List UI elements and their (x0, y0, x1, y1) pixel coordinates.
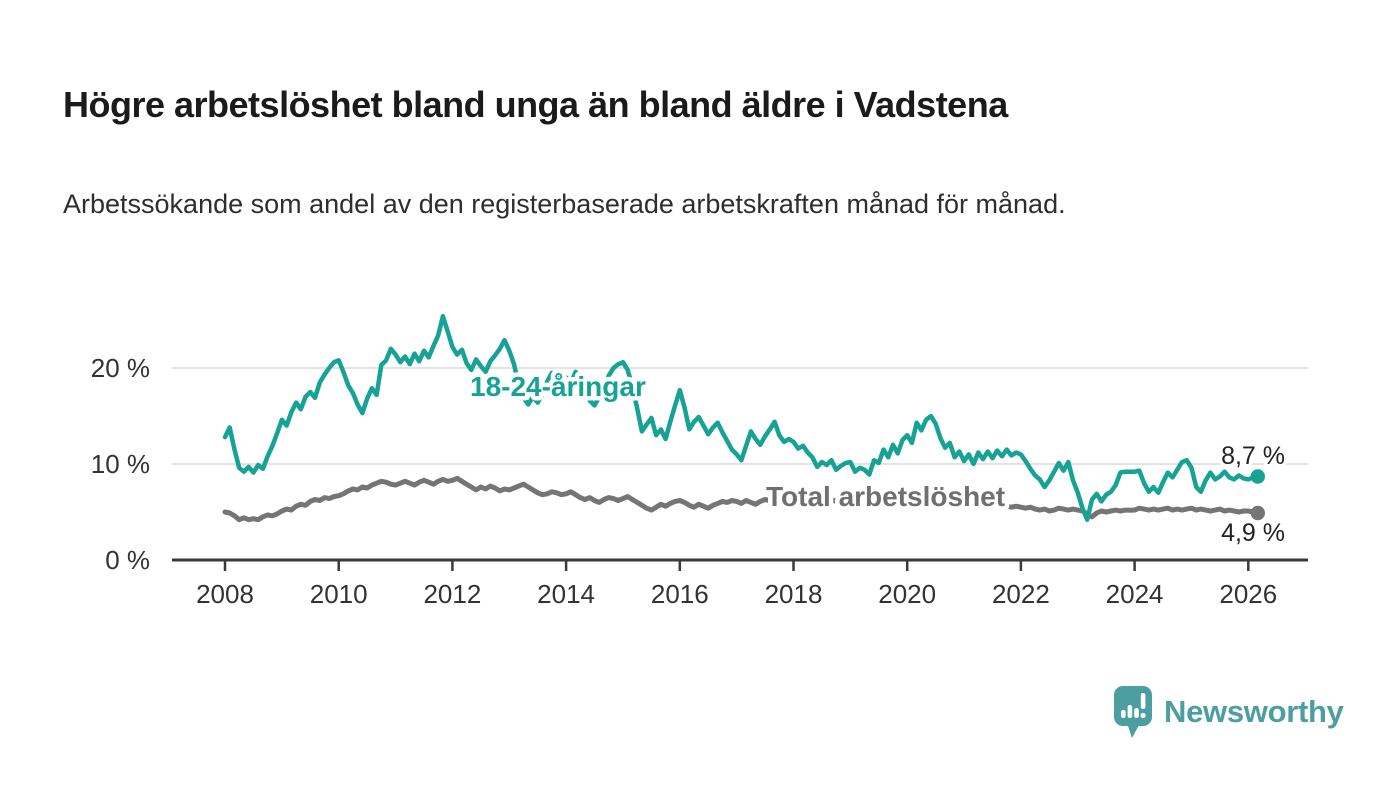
x-tick-label-2020: 2020 (878, 579, 936, 609)
end-value-label-youth: 8,7 % (1221, 442, 1285, 470)
logo-bar-2 (1127, 705, 1133, 718)
newsworthy-logo-icon (1114, 686, 1152, 738)
newsworthy-logo: Newsworthy (1114, 684, 1344, 740)
series-endpoint-youth (1250, 469, 1266, 484)
page-title: Högre arbetslöshet bland unga än bland ä… (63, 84, 1008, 126)
y-tick-label-20: 20 % (91, 353, 150, 383)
x-tick-label-2026: 2026 (1219, 579, 1277, 609)
x-tick-label-2012: 2012 (423, 579, 481, 609)
chart-series (222, 313, 1266, 523)
logo-bar-3 (1134, 708, 1139, 718)
series-label-total: Total arbetslöshet (766, 481, 1005, 512)
x-tick-label-2016: 2016 (651, 579, 709, 609)
x-tick-label-2018: 2018 (765, 579, 823, 609)
logo-exclamation-dot (1140, 712, 1146, 719)
series-label-youth: 18-24-åringar (470, 371, 646, 402)
series-endpoint-total (1250, 505, 1266, 521)
logo-bar-1 (1121, 710, 1126, 718)
x-tick-label-2008: 2008 (196, 579, 254, 609)
y-tick-label-10: 10 % (91, 449, 150, 479)
y-tick-label-0: 0 % (105, 545, 150, 575)
x-tick-label-2022: 2022 (992, 579, 1050, 609)
end-value-label-total: 4,9 % (1221, 519, 1285, 547)
x-tick-label-2024: 2024 (1106, 579, 1164, 609)
logo-exclamation-bar (1140, 693, 1146, 709)
x-tick-label-2014: 2014 (537, 579, 595, 609)
chart-subtitle: Arbetssökande som andel av den registerb… (63, 189, 1066, 219)
series-line-youth (222, 313, 1261, 522)
x-tick-label-2010: 2010 (310, 579, 368, 609)
chart-grid: 0 % 10 % 20 % 2008 2010 2012 2014 2016 2018 2020 2… (91, 353, 1308, 609)
newsworthy-wordmark: Newsworthy (1164, 694, 1344, 729)
